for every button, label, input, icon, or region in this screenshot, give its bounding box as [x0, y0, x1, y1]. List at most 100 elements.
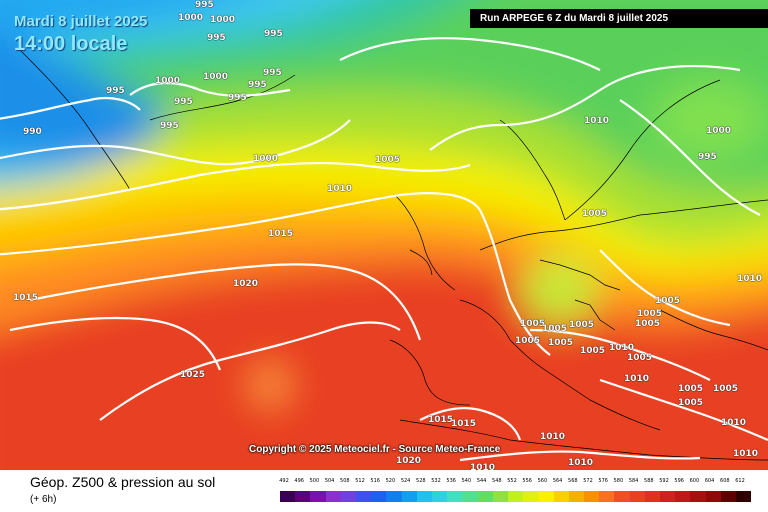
scale-color-cell [280, 491, 296, 502]
forecast-date: Mardi 8 juillet 2025 [14, 13, 148, 30]
scale-color-cell [736, 491, 752, 502]
scale-tick-label: 524 [400, 478, 411, 484]
isobar-label: 1010 [540, 432, 566, 442]
scale-tick-label: 512 [355, 478, 365, 484]
scale-color-cell [386, 491, 402, 502]
isobar-label: 1015 [268, 229, 294, 239]
scale-tick-label: 532 [431, 478, 441, 484]
isobar-label: 995 [263, 68, 282, 78]
isobar-label: 1010 [609, 343, 635, 353]
isobar-label: 1010 [733, 449, 759, 459]
scale-color-cell [416, 491, 432, 502]
scale-color-cell [538, 491, 554, 502]
isobar-label: 995 [174, 97, 193, 107]
isobar-label: 1005 [375, 155, 401, 165]
isobar-label: 995 [160, 121, 179, 131]
scale-tick-label: 572 [583, 478, 593, 484]
isobar-label: 1005 [582, 209, 608, 219]
isobar-label: 995 [698, 152, 717, 162]
isobar-label: 1010 [584, 116, 610, 126]
scale-color-cell [477, 491, 493, 502]
isobar-label: 995 [195, 0, 214, 10]
scale-tick-label: 568 [568, 478, 578, 484]
copyright-notice: Copyright © 2025 Meteociel.fr - Source M… [249, 444, 501, 455]
scale-tick-label: 592 [659, 478, 669, 484]
isobar-label: 1010 [470, 463, 496, 473]
scale-tick-label: 548 [492, 478, 502, 484]
isobar-label: 990 [23, 127, 42, 137]
scale-color-cell [584, 491, 600, 502]
z500-color-field [0, 0, 768, 470]
isobar-label: 1000 [178, 13, 204, 23]
isobar-label: 995 [264, 29, 283, 39]
scale-tick-label: 504 [324, 478, 335, 484]
isobar-label: 1005 [678, 384, 704, 394]
isobar-label: 1005 [515, 336, 541, 346]
map-title: Géop. Z500 & pression au sol [30, 474, 216, 490]
isobar-label: 1005 [655, 296, 681, 306]
isobar-label: 1025 [180, 370, 206, 380]
scale-color-cell [401, 491, 417, 502]
scale-tick-label: 500 [309, 478, 320, 484]
scale-tick-label: 576 [598, 478, 608, 484]
isobar-label: 1005 [542, 324, 568, 334]
scale-color-cell [660, 491, 676, 502]
scale-color-cell [614, 491, 630, 502]
scale-tick-label: 556 [522, 478, 532, 484]
isobar-label: 1010 [721, 418, 747, 428]
isobar-label: 1005 [635, 319, 661, 329]
scale-tick-label: 596 [674, 478, 684, 484]
scale-color-cell [523, 491, 539, 502]
isobar-label: 1000 [155, 76, 181, 86]
scale-tick-label: 612 [735, 478, 745, 484]
scale-tick-label: 588 [644, 478, 654, 484]
scale-tick-label: 560 [537, 478, 548, 484]
scale-tick-label: 508 [340, 478, 350, 484]
scale-tick-label: 552 [507, 478, 517, 484]
forecast-time: 14:00 locale [14, 33, 128, 55]
isobar-label: 1000 [203, 72, 229, 82]
scale-color-cell [432, 491, 448, 502]
scale-color-cell [310, 491, 326, 502]
scale-tick-label: 600 [689, 478, 700, 484]
scale-color-cell [295, 491, 311, 502]
scale-tick-label: 580 [613, 478, 624, 484]
coastlines [19, 49, 768, 461]
forecast-lead-time: (+ 6h) [30, 494, 57, 505]
scale-tick-label: 520 [385, 478, 396, 484]
isobar-label: 995 [207, 33, 226, 43]
scale-color-cell [720, 491, 736, 502]
isobar-label: 1005 [637, 309, 663, 319]
isobar-label: 1015 [13, 293, 39, 303]
scale-color-cell [675, 491, 691, 502]
model-run-banner: Run ARPEGE 6 Z du Mardi 8 juillet 2025 [470, 9, 768, 28]
scale-tick-label: 604 [704, 478, 715, 484]
scale-tick-label: 584 [628, 478, 639, 484]
isobar-label: 1005 [548, 338, 574, 348]
scale-color-cell [447, 491, 463, 502]
scale-color-cell [644, 491, 660, 502]
isobar-label: 1020 [396, 456, 422, 466]
geopotential-map [0, 0, 768, 470]
scale-tick-label: 492 [279, 478, 289, 484]
isobar-label: 1010 [568, 458, 594, 468]
scale-color-cell [325, 491, 341, 502]
isobar-label: 1005 [678, 398, 704, 408]
scale-tick-label: 564 [552, 478, 563, 484]
isobar-label: 1005 [713, 384, 739, 394]
scale-color-cell [553, 491, 569, 502]
scale-color-cell [629, 491, 645, 502]
isobar-label: 1000 [253, 154, 279, 164]
scale-color-cell [356, 491, 372, 502]
scale-tick-label: 496 [294, 478, 304, 484]
scale-color-cell [340, 491, 356, 502]
isobar-label: 1010 [624, 374, 650, 384]
scale-tick-label: 536 [446, 478, 456, 484]
scale-color-cell [690, 491, 706, 502]
scale-tick-label: 544 [476, 478, 487, 484]
scale-tick-label: 608 [720, 478, 730, 484]
isobar-label: 1005 [520, 319, 546, 329]
scale-color-cell [705, 491, 721, 502]
scale-color-cell [492, 491, 508, 502]
isobar-label: 1000 [210, 15, 236, 25]
